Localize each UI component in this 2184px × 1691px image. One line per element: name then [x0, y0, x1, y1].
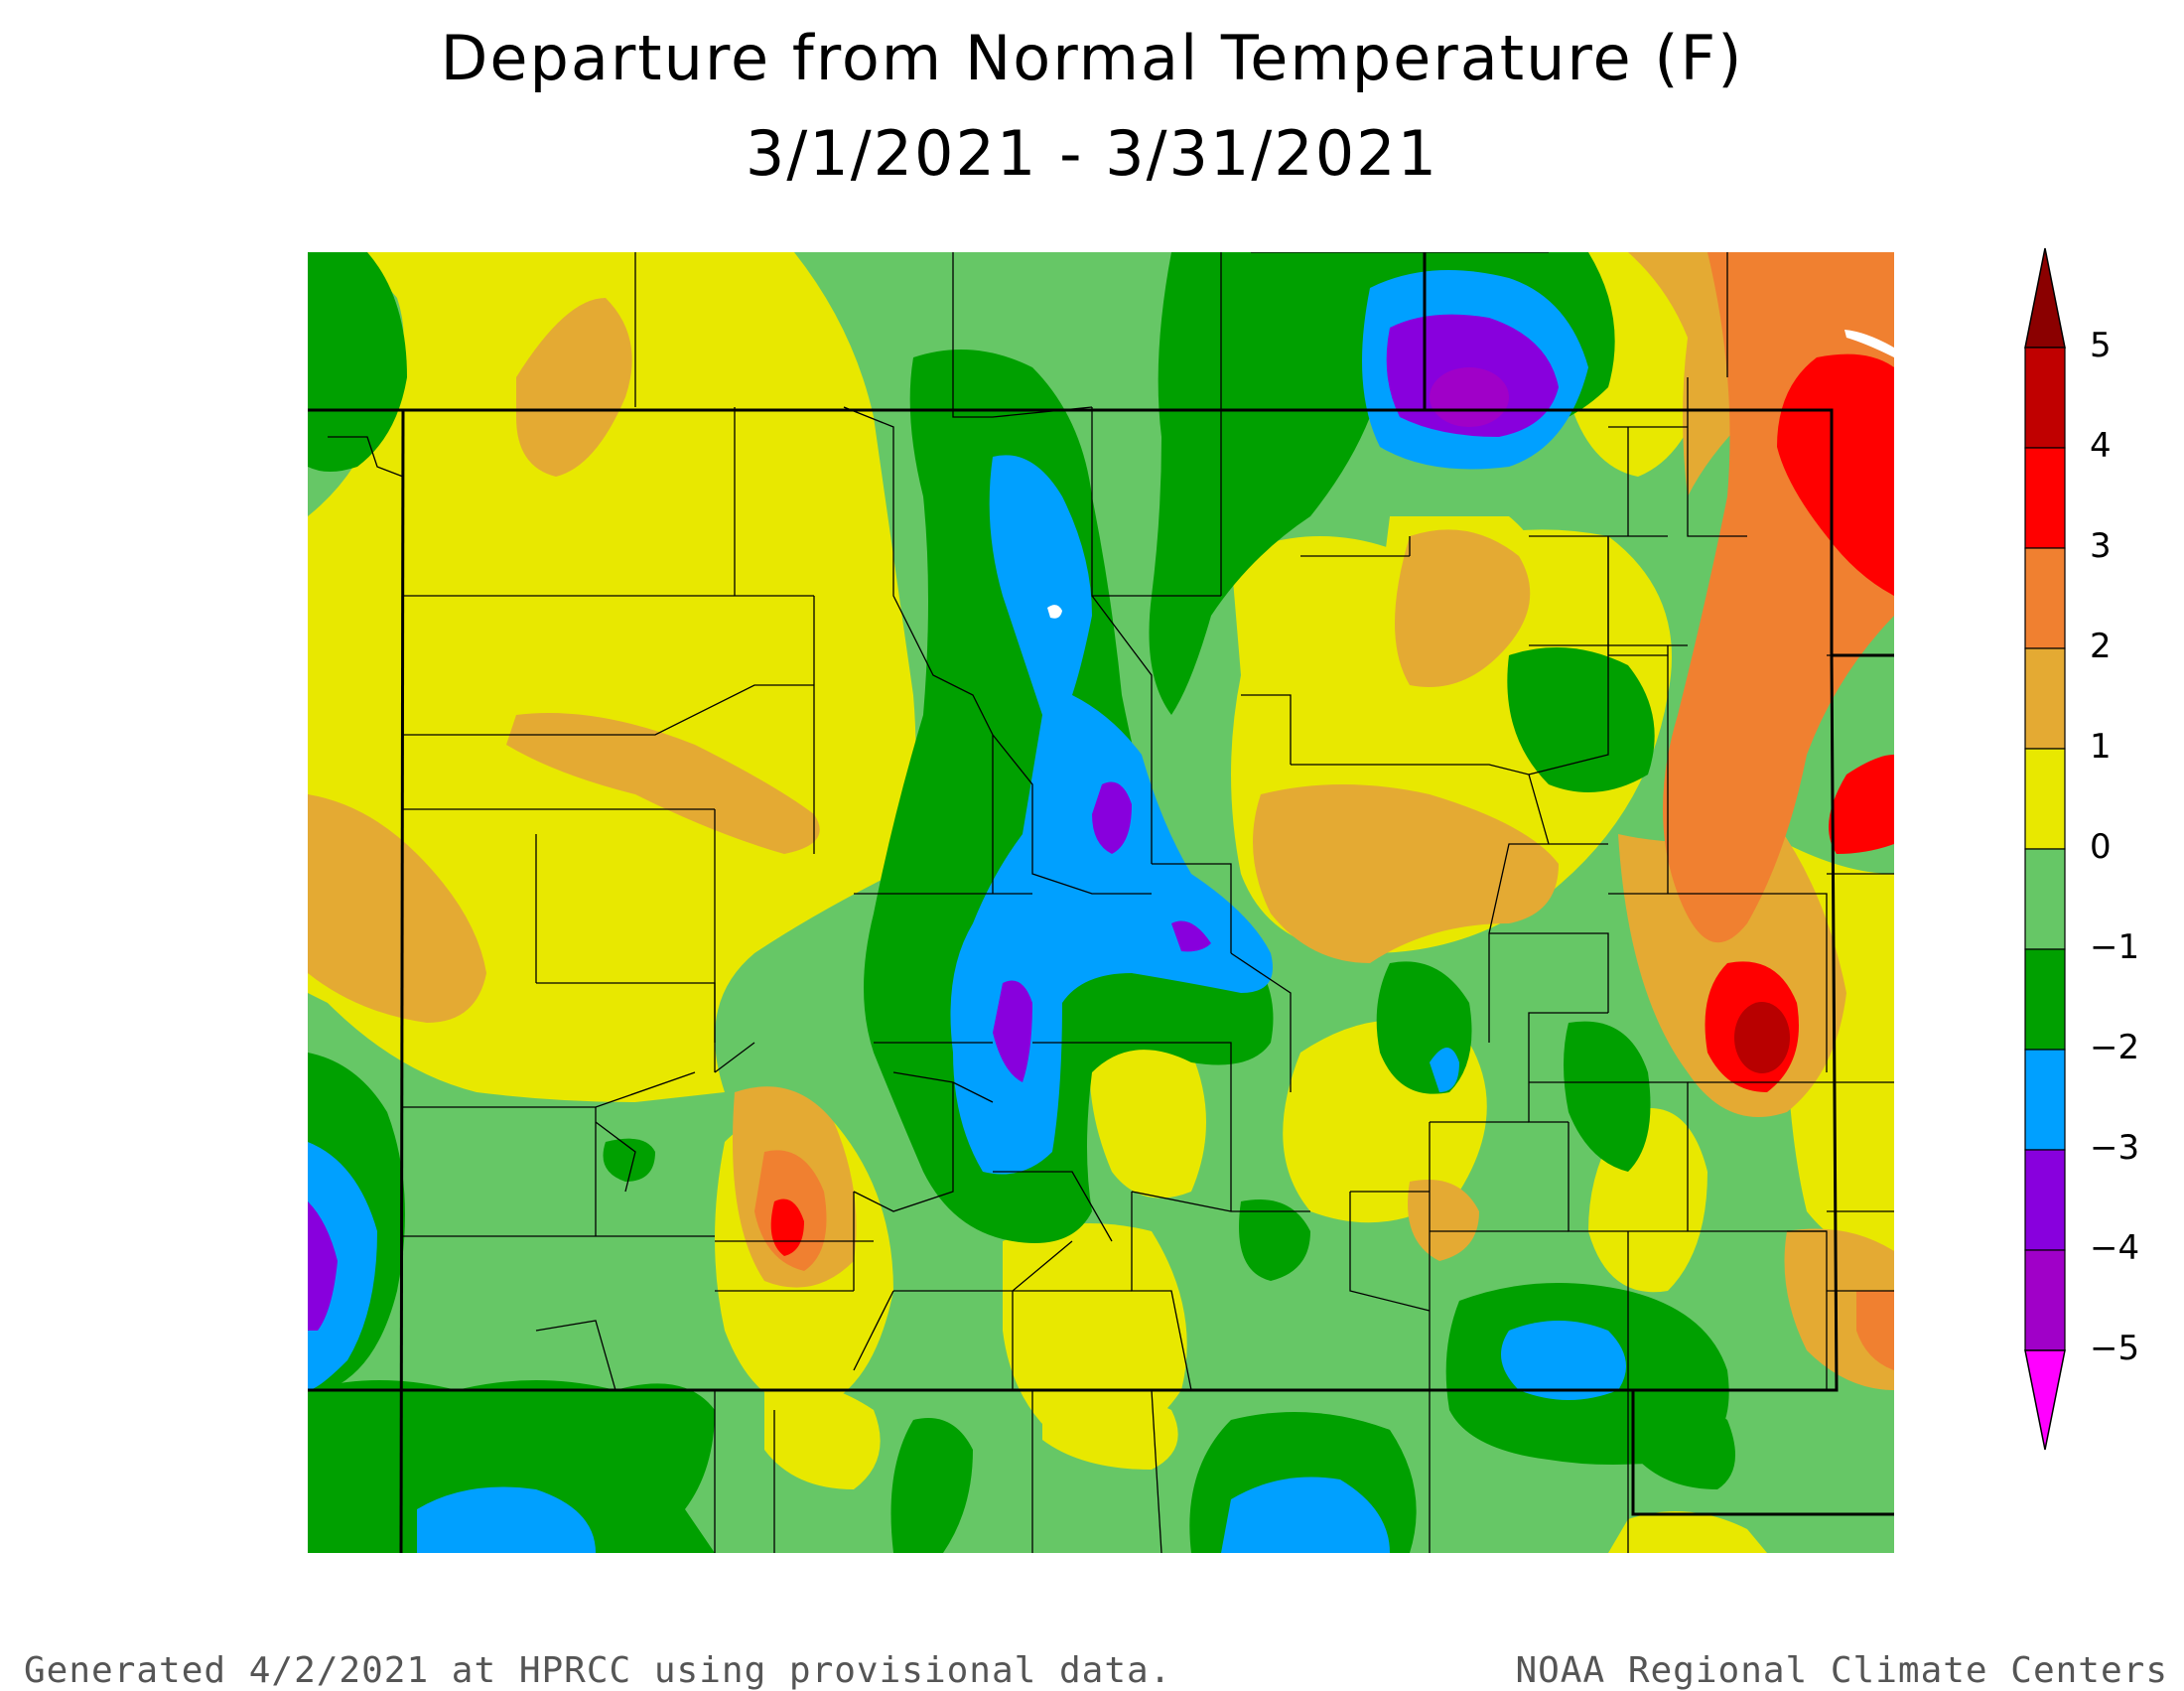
legend-tick-label: −4 — [2090, 1228, 2140, 1268]
legend-bin — [2024, 1249, 2066, 1351]
legend-tick-label: 5 — [2090, 326, 2112, 365]
legend-bin — [2024, 647, 2066, 750]
contour-fill — [308, 252, 1894, 1553]
map-title: Departure from Normal Temperature (F) — [440, 22, 1744, 94]
zone-4-to-5 — [1734, 1002, 1790, 1073]
zone-minus5-to-minus4 — [1430, 367, 1509, 427]
legend-bin — [2024, 1049, 2066, 1151]
legend-bins — [2024, 347, 2066, 1351]
legend-arrow-bottom — [2024, 1349, 2066, 1451]
legend-colorbar — [2024, 247, 2066, 1451]
legend-arrow-top — [2024, 247, 2066, 349]
map-date-range: 3/1/2021 - 3/31/2021 — [745, 117, 1439, 190]
legend-tick-label: 3 — [2090, 526, 2112, 566]
legend-tick-label: 2 — [2090, 627, 2112, 666]
source-credit: NOAA Regional Climate Centers — [1515, 1650, 2168, 1691]
legend-tick-label: −1 — [2090, 927, 2140, 967]
legend-bin — [2024, 347, 2066, 449]
legend-tick-label: −5 — [2090, 1329, 2140, 1368]
legend-bin — [2024, 547, 2066, 649]
legend-tick-label: 0 — [2090, 827, 2112, 867]
legend-bin — [2024, 848, 2066, 950]
generated-note: Generated 4/2/2021 at HPRCC using provis… — [24, 1650, 1172, 1691]
state-boundaries — [308, 252, 1894, 1553]
legend-bin — [2024, 1149, 2066, 1251]
legend-bin — [2024, 447, 2066, 549]
county-lines — [328, 252, 1894, 1553]
legend-tick-label: −3 — [2090, 1128, 2140, 1168]
legend-tick-label: 4 — [2090, 426, 2112, 466]
legend-bin — [2024, 948, 2066, 1051]
legend-tick-label: −2 — [2090, 1028, 2140, 1067]
legend-bin — [2024, 748, 2066, 850]
legend-tick-label: 1 — [2090, 727, 2112, 767]
